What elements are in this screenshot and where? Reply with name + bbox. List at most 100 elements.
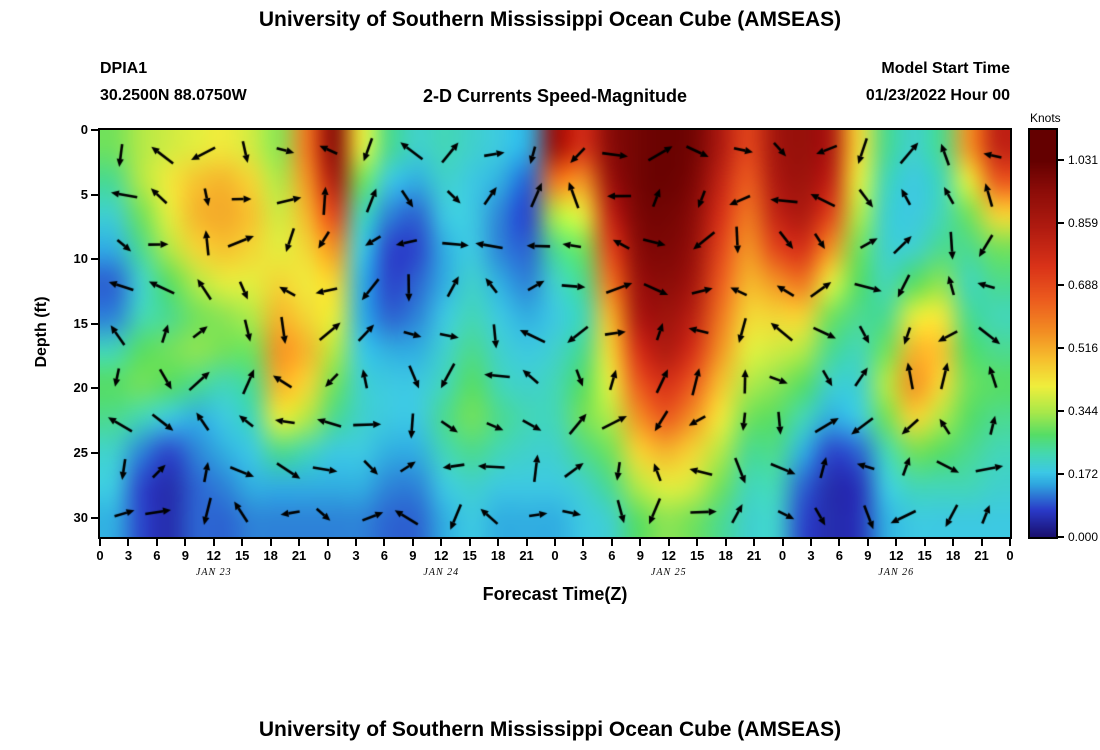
x-tick-mark	[326, 539, 329, 546]
day-label: JAN 26	[878, 567, 915, 578]
model-start-time-value: 01/23/2022 Hour 00	[865, 87, 1010, 104]
x-tick-mark	[696, 539, 699, 546]
x-tick-mark	[753, 539, 756, 546]
x-tick-label: 21	[519, 548, 534, 563]
colorbar-tick-mark	[1058, 347, 1064, 350]
x-tick-label: 0	[1006, 548, 1014, 563]
day-label: JAN 25	[650, 567, 687, 578]
chart-main-title: University of Southern Mississippi Ocean…	[258, 8, 842, 31]
x-tick-label: 18	[263, 548, 278, 563]
y-tick-label: 25	[73, 445, 88, 461]
x-tick-mark	[155, 539, 158, 546]
x-tick-mark	[354, 539, 357, 546]
colorbar-tick-mark	[1058, 410, 1064, 413]
plot-area	[98, 128, 1012, 539]
colorbar-gradient	[1030, 130, 1056, 537]
x-tick-label: 6	[608, 548, 616, 563]
x-tick-label: 15	[689, 548, 705, 563]
x-tick-label: 18	[718, 548, 733, 563]
x-tick-mark	[525, 539, 528, 546]
x-tick-mark	[411, 539, 414, 546]
x-tick-label: 3	[352, 548, 360, 563]
colorbar-tick-mark	[1058, 284, 1064, 287]
y-tick-mark	[91, 322, 98, 325]
x-tick-label: 21	[746, 548, 762, 563]
colorbar-tick-mark	[1058, 158, 1064, 161]
colorbar-tick-mark	[1058, 536, 1064, 538]
x-tick-mark	[781, 539, 784, 546]
day-label: JAN 24	[423, 567, 460, 578]
x-tick-label: 12	[889, 548, 904, 563]
x-tick-mark	[895, 539, 898, 546]
colorbar-tick-label: 1.031	[1068, 152, 1099, 167]
colorbar-tick-mark	[1058, 473, 1064, 476]
x-tick-mark	[980, 539, 983, 546]
x-tick-label: 0	[778, 548, 787, 563]
y-tick-mark	[91, 193, 98, 196]
x-tick-mark	[99, 539, 101, 546]
x-tick-label: 6	[153, 548, 161, 563]
y-tick-label: 5	[80, 186, 88, 202]
x-tick-label: 18	[490, 548, 506, 563]
colorbar-units-label: Knots	[1030, 111, 1061, 125]
x-tick-label: 12	[434, 548, 449, 563]
x-tick-mark	[866, 539, 869, 546]
x-tick-mark	[610, 539, 613, 546]
x-tick-mark	[440, 539, 443, 546]
x-tick-mark	[724, 539, 727, 546]
y-tick-label: 10	[73, 251, 88, 267]
plot-subtitle: 2-D Currents Speed-Magnitude	[422, 86, 688, 106]
x-tick-mark	[184, 539, 187, 546]
x-tick-mark	[127, 539, 130, 546]
x-tick-mark	[639, 539, 642, 546]
x-tick-label: 15	[462, 548, 477, 563]
colorbar	[1028, 128, 1058, 539]
x-tick-label: 3	[579, 548, 588, 563]
x-axis-label: Forecast Time(Z)	[482, 584, 628, 604]
y-tick-mark	[91, 129, 98, 131]
x-tick-mark	[923, 539, 926, 546]
x-tick-label: 21	[974, 548, 989, 563]
next-chart-title: University of Southern Mississippi Ocean…	[258, 718, 842, 741]
colorbar-tick-label: 0.344	[1068, 404, 1099, 419]
x-tick-label: 0	[551, 548, 559, 563]
x-tick-mark	[582, 539, 585, 546]
x-tick-label: 12	[661, 548, 676, 563]
x-tick-mark	[269, 539, 272, 546]
x-tick-label: 3	[124, 548, 133, 563]
x-tick-label: 15	[234, 548, 250, 563]
y-tick-mark	[91, 258, 98, 261]
x-tick-mark	[468, 539, 471, 546]
y-axis-label: Depth (ft)	[33, 296, 50, 368]
x-tick-mark	[497, 539, 500, 546]
x-tick-label: 12	[206, 548, 221, 563]
x-tick-label: 6	[380, 548, 388, 563]
x-tick-label: 9	[409, 548, 417, 563]
colorbar-tick-label: 0.688	[1068, 278, 1099, 293]
x-tick-label: 9	[636, 548, 644, 563]
colorbar-tick-label: 0.516	[1068, 341, 1099, 356]
day-label: JAN 23	[195, 567, 232, 578]
x-tick-label: 15	[917, 548, 932, 563]
colorbar-tick-label: 0.172	[1068, 467, 1099, 482]
x-tick-mark	[809, 539, 812, 546]
x-tick-label: 9	[864, 548, 872, 563]
station-id: DPIA1	[100, 60, 148, 77]
x-tick-label: 3	[807, 548, 815, 563]
x-tick-label: 21	[291, 548, 307, 563]
x-tick-mark	[667, 539, 670, 546]
x-tick-label: 18	[945, 548, 961, 563]
x-tick-mark	[212, 539, 215, 546]
x-tick-mark	[298, 539, 301, 546]
station-coordinates: 30.2500N 88.0750W	[100, 87, 247, 104]
heatmap-canvas	[100, 130, 1010, 537]
y-tick-mark	[91, 452, 98, 455]
x-tick-mark	[952, 539, 955, 546]
y-tick-label: 0	[80, 122, 88, 137]
x-tick-label: 0	[323, 548, 332, 563]
y-tick-label: 15	[73, 315, 88, 331]
colorbar-tick-label: 0.000	[1068, 530, 1099, 544]
x-tick-mark	[838, 539, 841, 546]
colorbar-tick-label: 0.859	[1068, 215, 1099, 230]
